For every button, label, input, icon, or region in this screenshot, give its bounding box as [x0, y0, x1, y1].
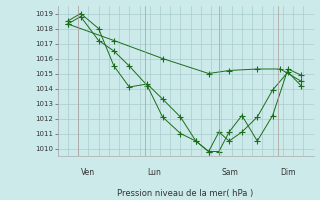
Text: Ven: Ven	[81, 168, 95, 177]
Text: Dim: Dim	[280, 168, 296, 177]
Text: Sam: Sam	[221, 168, 238, 177]
Text: Pression niveau de la mer( hPa ): Pression niveau de la mer( hPa )	[117, 189, 254, 198]
Text: Lun: Lun	[147, 168, 161, 177]
